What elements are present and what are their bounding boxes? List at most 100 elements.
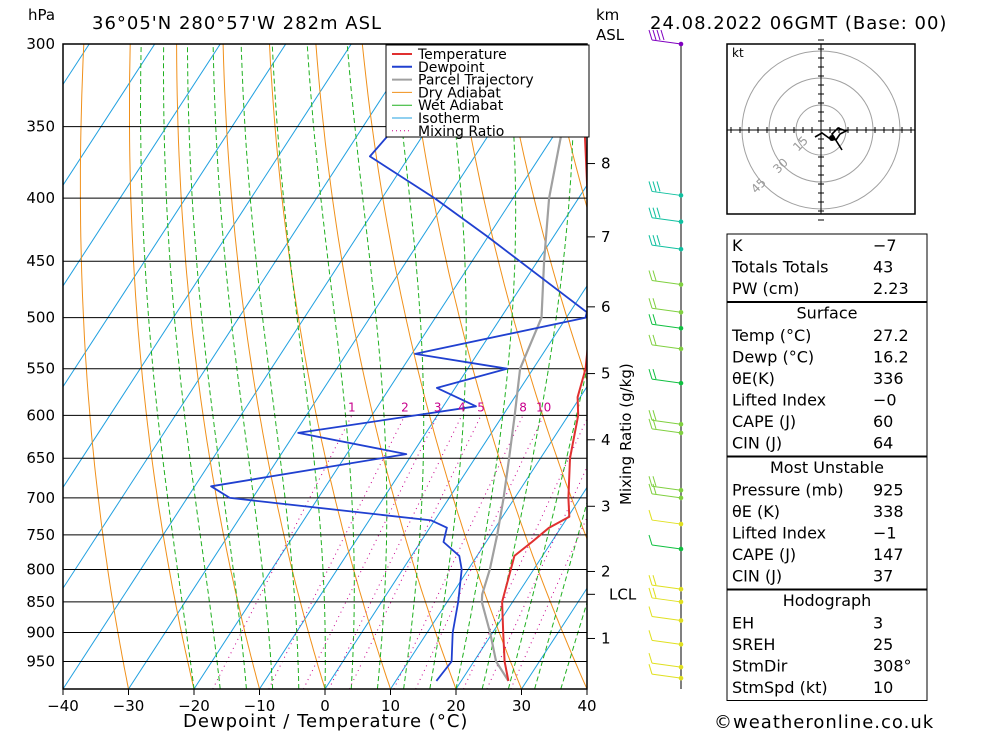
- wind-level-dot: [679, 310, 684, 315]
- height-unit-km: km: [596, 6, 619, 24]
- wind-level-dot: [679, 496, 684, 501]
- wind-barb-staff: [652, 308, 681, 312]
- pressure-tick-label: 650: [26, 449, 55, 467]
- mixing-ratio-label: 4: [458, 400, 466, 414]
- height-tick-label: 8: [601, 155, 611, 173]
- dry-adiabat-line: [177, 44, 260, 689]
- table-row-value: 925: [873, 481, 904, 500]
- dry-adiabat-line: [966, 44, 1000, 689]
- wind-barb-staff: [652, 245, 681, 249]
- wind-barb-feather: [649, 653, 652, 663]
- table-row-value: 3: [873, 614, 883, 633]
- wet-adiabat-lines: [141, 44, 793, 689]
- wind-barb: [649, 235, 683, 251]
- wind-barb-feather: [649, 419, 652, 429]
- wind-barb-feather: [649, 410, 652, 420]
- table-row-label: CAPE (J): [732, 545, 796, 564]
- isotherm-line: [194, 44, 613, 689]
- wind-barb-staff: [652, 585, 681, 589]
- wind-barb-feather: [649, 314, 652, 324]
- wind-level-dot: [679, 618, 684, 623]
- height-tick-label: 6: [601, 298, 611, 316]
- table-row-label: Lifted Index: [732, 391, 826, 410]
- table-row-value: −7: [873, 236, 897, 255]
- dry-adiabat-line: [919, 44, 1000, 689]
- wind-level-dot: [679, 600, 684, 605]
- copyright: ©weatheronline.co.uk: [714, 712, 934, 733]
- mixing-ratio-label: 3: [434, 400, 442, 414]
- wind-barb-feather: [653, 575, 656, 585]
- wind-level-dot: [679, 422, 684, 427]
- temperature-line: [502, 44, 592, 681]
- wind-barb-staff: [652, 345, 681, 349]
- table-row-label: Dewp (°C): [732, 348, 814, 367]
- wind-barb-feather: [649, 607, 652, 617]
- table-title: Hodograph: [783, 591, 872, 610]
- wet-adiabat-line: [241, 44, 299, 689]
- wind-barb: [649, 369, 683, 385]
- wind-barb: [649, 630, 683, 646]
- wind-barb-feather: [649, 271, 652, 281]
- wind-barb: [649, 335, 683, 351]
- pressure-tick-label: 750: [26, 526, 55, 544]
- isotherm-line: [0, 44, 155, 689]
- wind-barb-staff: [652, 663, 681, 667]
- wind-barb-staff: [652, 494, 681, 498]
- wind-barb-staff: [652, 520, 681, 524]
- wind-barb-feather: [653, 208, 656, 218]
- pressure-tick-label: 550: [26, 360, 55, 378]
- wind-barb-staff: [652, 281, 681, 285]
- wind-barb: [649, 271, 683, 287]
- x-tick-label: 30: [512, 697, 531, 715]
- x-tick-label: −40: [47, 697, 79, 715]
- wind-barb-feather: [649, 630, 652, 640]
- wind-level-dot: [679, 381, 684, 386]
- table-row-label: PW (cm): [732, 279, 799, 298]
- pressure-unit-label: hPa: [28, 6, 55, 24]
- wind-barb-feather: [649, 664, 652, 674]
- legend-entry: Mixing Ratio: [418, 124, 504, 140]
- wind-level-dot: [679, 42, 684, 47]
- wind-barb: [649, 314, 683, 330]
- table-row-label: θE (K): [732, 502, 780, 521]
- dry-adiabat-line: [80, 44, 128, 689]
- height-tick-label: 5: [601, 365, 611, 383]
- pressure-tick-label: 600: [26, 406, 55, 424]
- wind-barb-staff: [652, 598, 681, 602]
- location-title: 36°05'N 280°57'W 282m ASL: [92, 13, 382, 34]
- wet-adiabat-line: [272, 44, 325, 689]
- storm-motion-marker: [829, 135, 835, 141]
- wind-barb-feather: [653, 410, 656, 420]
- table-row-value: 338: [873, 502, 904, 521]
- mixing-ratio-label: 1: [348, 400, 356, 414]
- isotherm-line: [0, 44, 24, 689]
- table-title: Most Unstable: [770, 458, 884, 477]
- table-row-value: 25: [873, 635, 893, 654]
- wet-adiabat-line: [141, 44, 195, 689]
- wet-adiabat-line: [213, 44, 273, 689]
- table-row-value: −1: [873, 524, 897, 543]
- wind-barb-feather: [657, 181, 660, 191]
- table-row-label: EH: [732, 614, 754, 633]
- wind-level-dot: [679, 547, 684, 552]
- wind-barb-staff: [652, 191, 681, 195]
- wind-barb-feather: [649, 181, 652, 191]
- mixing-ratio-axis-title: Mixing Ratio (g/kg): [617, 363, 635, 505]
- wind-level-dot: [679, 665, 684, 670]
- wind-barb-staff: [652, 640, 681, 644]
- table-row-label: SREH: [732, 635, 775, 654]
- dry-adiabat-line: [130, 44, 195, 689]
- wind-level-dot: [679, 488, 684, 493]
- wind-barb-feather: [653, 181, 656, 191]
- table-title: Surface: [797, 304, 858, 323]
- mixing-ratio-label: 10: [536, 400, 551, 414]
- wet-adiabat-line: [347, 44, 387, 689]
- pressure-tick-label: 450: [26, 252, 55, 270]
- wind-barb: [649, 476, 683, 492]
- wind-barb-feather: [657, 208, 660, 218]
- wind-barb-feather: [653, 588, 656, 598]
- wind-barb-feather: [649, 588, 652, 598]
